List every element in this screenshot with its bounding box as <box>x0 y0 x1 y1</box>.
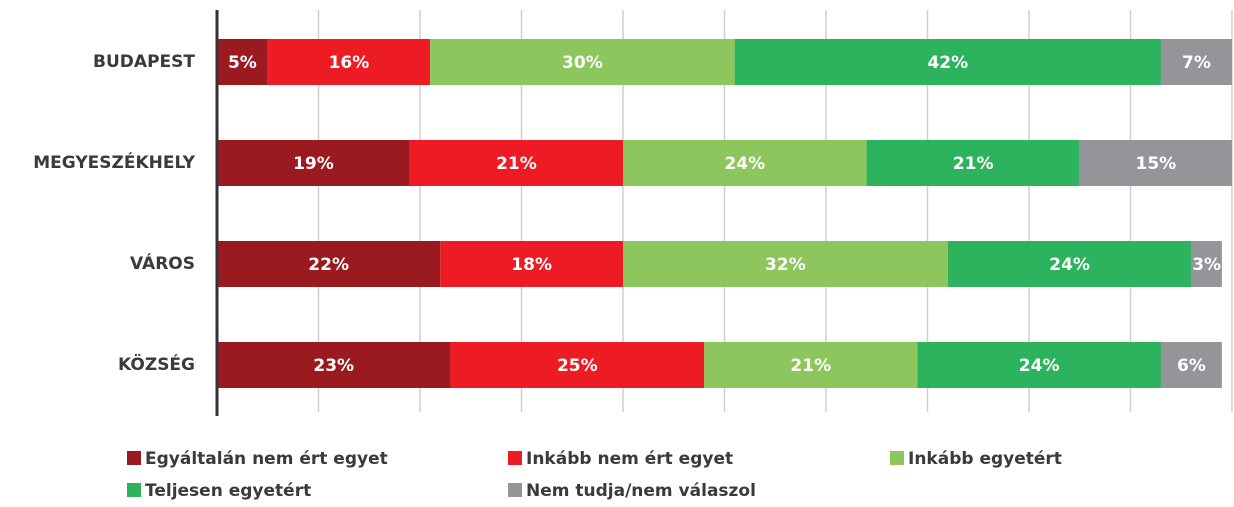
bar-segment <box>704 342 918 388</box>
bar-segment <box>866 140 1080 186</box>
value-label: 18% <box>511 255 552 275</box>
bar-segment <box>917 342 1161 388</box>
bar-segment <box>1191 241 1222 287</box>
bar-segment <box>1079 140 1232 186</box>
value-label: 6% <box>1177 356 1206 376</box>
category-label: KÖZSÉG <box>118 353 195 375</box>
bar-segment <box>734 39 1161 85</box>
bar-segment <box>267 39 431 85</box>
value-label: 24% <box>1049 255 1090 275</box>
value-label: 32% <box>765 255 806 275</box>
legend-swatch <box>508 483 522 497</box>
bar-segment <box>409 140 623 186</box>
bar-segment <box>217 140 410 186</box>
value-label: 16% <box>329 53 370 73</box>
bar-segment <box>1160 39 1232 85</box>
bar-segment <box>623 241 948 287</box>
bar-segment <box>440 241 623 287</box>
legend-label: Teljesen egyetért <box>145 481 311 501</box>
value-label: 15% <box>1136 154 1177 174</box>
value-label: 5% <box>228 53 257 73</box>
value-label: 21% <box>496 154 537 174</box>
value-label: 22% <box>308 255 349 275</box>
bar-segment <box>623 140 867 186</box>
value-label: 24% <box>1019 356 1060 376</box>
bar-segment <box>947 241 1192 287</box>
legend-label: Inkább nem ért egyet <box>526 449 733 469</box>
bar-segment <box>450 342 705 388</box>
value-label: 24% <box>724 154 765 174</box>
bar-segment <box>217 342 451 388</box>
value-label: 23% <box>313 356 354 376</box>
value-label: 21% <box>790 356 831 376</box>
bar-segment <box>430 39 735 85</box>
value-label: 19% <box>293 154 334 174</box>
category-label: BUDAPEST <box>93 52 195 72</box>
value-label: 3% <box>1192 255 1221 275</box>
legend-label: Nem tudja/nem válaszol <box>526 481 756 501</box>
value-label: 21% <box>953 154 994 174</box>
bar-segment <box>217 39 268 85</box>
bar-segment <box>1160 342 1222 388</box>
category-label: VÁROS <box>130 252 195 274</box>
legend-swatch <box>508 451 522 465</box>
legend-swatch <box>127 483 141 497</box>
value-label: 30% <box>562 53 603 73</box>
legend-label: Egyáltalán nem ért egyet <box>145 449 388 469</box>
bar-segment <box>217 241 441 287</box>
legend-swatch <box>890 451 904 465</box>
value-label: 7% <box>1182 53 1211 73</box>
value-label: 25% <box>557 356 598 376</box>
value-label: 42% <box>927 53 968 73</box>
category-label: MEGYESZÉKHELY <box>33 151 195 173</box>
legend-label: Inkább egyetért <box>908 449 1062 469</box>
legend-swatch <box>127 451 141 465</box>
